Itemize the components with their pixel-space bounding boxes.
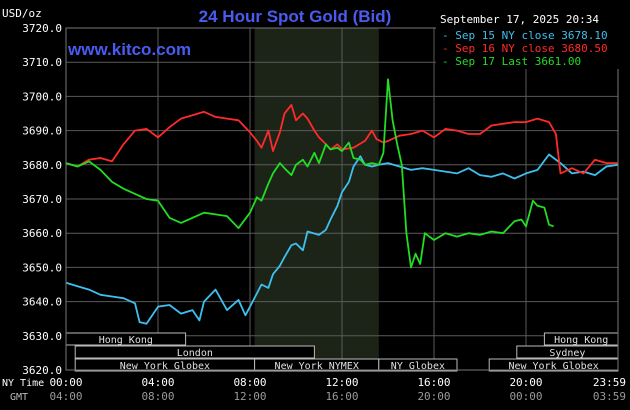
y-tick-label: 3630.0	[22, 330, 62, 343]
y-unit-label: USD/oz	[2, 7, 42, 20]
y-tick-label: 3650.0	[22, 261, 62, 274]
market-bar-label: Hong Kong	[554, 335, 608, 346]
series-line	[65, 153, 618, 325]
market-bar	[378, 358, 458, 372]
legend-entry: - Sep 15 NY close 3678.10	[442, 29, 608, 42]
x-axis-ticks: 00:00 04:00 08:00 12:00 16:00 20:00 23:5904:00…	[49, 376, 626, 403]
x-tick-label-ny: 00:00	[49, 376, 82, 389]
market-bar-label: London	[177, 348, 213, 359]
market-session-bars: Hong Kong Hong Kong London Sydney New York G…	[65, 332, 619, 372]
x-tick-label-gmt: 00:00	[509, 390, 542, 403]
x-tick-label-gmt: 16:00	[325, 390, 358, 403]
y-tick-label: 3660.0	[22, 227, 62, 240]
y-tick-label: 3690.0	[22, 125, 62, 138]
market-bar-label: New York Globex	[120, 361, 210, 372]
y-axis-ticks: 3720.0 3710.0 3700.0 3690.0 3680.0 3670.0 3660…	[22, 22, 62, 377]
x-tick-label-gmt: 03:59	[593, 390, 626, 403]
x-tick-label-ny: 08:00	[233, 376, 266, 389]
x-tick-label-ny: 23:59	[593, 376, 626, 389]
x-tick-label-gmt: 08:00	[141, 390, 174, 403]
market-bar-label: New York NYMEX	[275, 361, 359, 372]
market-bar	[74, 345, 315, 359]
series-lines	[65, 78, 618, 325]
x-tick-label-ny: 04:00	[141, 376, 174, 389]
chart-title: 24 Hour Spot Gold (Bid)	[199, 7, 392, 26]
legend-entry: - Sep 17 Last 3661.00	[442, 55, 581, 68]
y-tick-label: 3680.0	[22, 159, 62, 172]
website-label: www.kitco.com	[67, 40, 191, 59]
y-tick-label: 3640.0	[22, 296, 62, 309]
y-tick-label: 3700.0	[22, 90, 62, 103]
legend-box	[436, 27, 622, 69]
plot-border	[65, 27, 619, 371]
legend-entry: - Sep 16 NY close 3680.50	[442, 42, 608, 55]
market-bar-label: Sydney	[549, 348, 585, 359]
x-tick-label-gmt: 04:00	[49, 390, 82, 403]
datetime-label: September 17, 2025 20:34	[440, 13, 599, 26]
ny-time-row-label: NY Time	[2, 378, 44, 389]
x-tick-label-ny: 20:00	[509, 376, 542, 389]
x-tick-label-gmt: 12:00	[233, 390, 266, 403]
legend: - Sep 15 NY close 3678.10- Sep 16 NY clo…	[442, 29, 608, 68]
series-line	[65, 78, 554, 269]
y-tick-label: 3710.0	[22, 56, 62, 69]
y-tick-label: 3620.0	[22, 364, 62, 377]
y-tick-label: 3670.0	[22, 193, 62, 206]
market-bar-label: Hong Kong	[99, 335, 153, 346]
x-tick-label-ny: 16:00	[417, 376, 450, 389]
x-tick-label-ny: 12:00	[325, 376, 358, 389]
gmt-row-label: GMT	[10, 392, 28, 403]
market-bar-label: NY Globex	[391, 361, 445, 372]
x-tick-label-gmt: 20:00	[417, 390, 450, 403]
y-tick-label: 3720.0	[22, 22, 62, 35]
market-bar-label: New York Globex	[508, 361, 598, 372]
